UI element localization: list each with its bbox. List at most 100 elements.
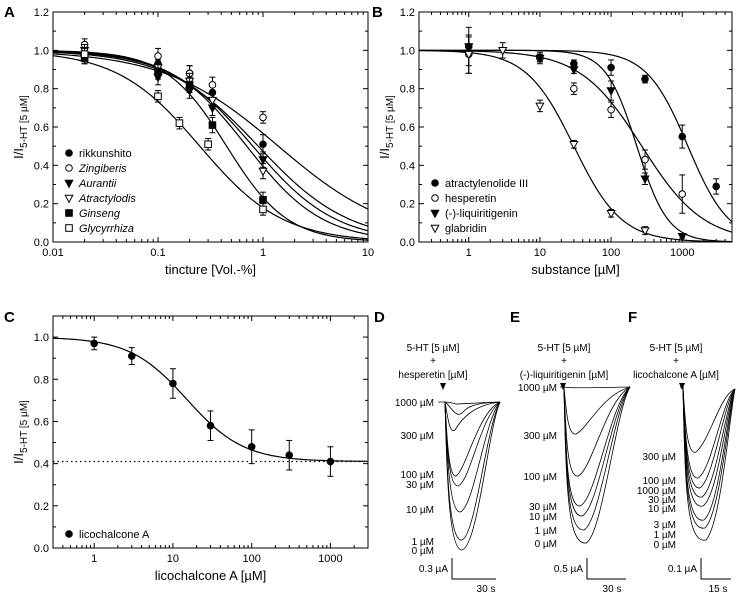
- scale-current-e: 0.5 µA: [554, 564, 583, 575]
- chart-a-x-tick-label: 10: [362, 247, 374, 259]
- chart-b-series-liquiritigenin-point: [677, 232, 687, 242]
- trace-f-label: 3 µM: [654, 520, 676, 531]
- chart-c-legend-label: licochalcone A: [79, 529, 150, 541]
- chart-c-x-tick-label: 1: [91, 553, 97, 565]
- trace-e-100: [563, 386, 631, 477]
- chart-a-series-atractylodis-point: [258, 167, 268, 177]
- application-arrow-d: [440, 383, 446, 390]
- chart-b-series-atractylenolide-iii-point: [641, 75, 649, 83]
- chart-c-y-tick-label: 1.0: [34, 332, 49, 344]
- scale-current-d: 0.3 µA: [419, 564, 448, 575]
- chart-b-x-tick-label: 10: [534, 247, 546, 259]
- chart-b-legend-marker: [430, 209, 440, 219]
- chart-c-y-axis-label: I/I5-HT [5 µM]: [11, 400, 30, 464]
- chart-a-series-ginseng-point: [185, 81, 194, 89]
- chart-a-series-zingiberis-fit-curve: [53, 53, 368, 210]
- chart-c-series-licochalcone-a-point: [206, 421, 215, 430]
- chart-c-y-tick-label: 0.6: [34, 416, 49, 428]
- chart-a-series-glycyrrhiza-point: [154, 92, 162, 101]
- trace-e-label: 30 µM: [529, 502, 557, 513]
- scale-time-e: 30 s: [603, 584, 622, 595]
- chart-b-legend-marker: [430, 224, 440, 234]
- chart-c-y-tick-label: 0.4: [34, 459, 49, 471]
- trace-d-300: [444, 401, 501, 432]
- trace-e-label: 1 µM: [535, 526, 557, 537]
- chart-a-legend-label: Zingiberis: [78, 163, 127, 175]
- trace-e-title-2: (-)-liquiritigenin [µM]: [520, 370, 609, 381]
- chart-a-y-tick-label: 1.2: [34, 7, 49, 19]
- panel-letter-b: B: [372, 4, 383, 21]
- chart-b-x-axis-label: substance [µM]: [531, 262, 619, 277]
- chart-a-series-atractylodis-point: [207, 96, 218, 106]
- trace-f-label: 30 µM: [648, 495, 676, 506]
- application-arrow-e: [560, 383, 566, 390]
- chart-c-series-licochalcone-a-point: [127, 352, 136, 360]
- chart-c-x-tick-label: 100: [242, 553, 260, 565]
- chart-b-series-glabridin-point: [464, 50, 474, 60]
- trace-f-label: 1 µM: [654, 530, 676, 541]
- chart-a-series-glycyrrhiza-point: [204, 140, 212, 149]
- chart-b-series-hesperetin-point: [570, 84, 578, 93]
- current-traces-d: [438, 401, 501, 551]
- chart-a-y-tick-label: 1.0: [34, 45, 49, 57]
- chart-b-y-tick-label: 0.2: [400, 199, 415, 211]
- chart-c-y-tick-label: 0.8: [34, 374, 49, 386]
- panel-letter-c: C: [4, 309, 15, 326]
- chart-c-legend-marker: [65, 530, 73, 538]
- trace-d-label: 30 µM: [406, 480, 434, 491]
- trace-d-title-1: 5-HT [5 µM]: [407, 343, 460, 354]
- trace-d-1000b: [444, 401, 501, 415]
- trace-d-label: 1000 µM: [395, 398, 434, 409]
- scale-bar-f: [700, 558, 731, 580]
- chart-a-series-aurantii-point: [258, 156, 268, 165]
- trace-e-300: [563, 386, 631, 435]
- trace-d-label: 0 µM: [412, 546, 434, 557]
- scale-bar-d: [451, 558, 496, 580]
- chart-c-x-tick-label: 1000: [318, 553, 342, 565]
- chart-a-legend-marker: [65, 224, 73, 232]
- chart-a-x-tick-label: 0.01: [42, 247, 63, 259]
- chart-b-series-liquiritigenin-point: [569, 66, 579, 75]
- trace-d-label: 1 µM: [412, 537, 434, 548]
- chart-b-series-glabridin-point: [640, 227, 650, 236]
- chart-a-series-atractylodis-fit-curve: [53, 50, 368, 236]
- trace-f-label: 10 µM: [648, 504, 676, 515]
- chart-a-y-tick-label: 0.6: [34, 122, 49, 134]
- scale-bar-e: [586, 558, 626, 580]
- trace-f-label: 100 µM: [642, 476, 676, 487]
- trace-f-label: 1000 µM: [637, 486, 676, 497]
- chart-a-legend-label: Atractylodis: [78, 193, 136, 205]
- chart-a-series-glycyrrhiza-point: [259, 205, 267, 214]
- chart-c: 1 10 100 1000 0.0 0.2 0.4 0.6 0.8 1.0 licochalcone…: [11, 315, 369, 583]
- chart-a-legend-label: Aurantii: [78, 178, 117, 190]
- trace-d-label: 100 µM: [400, 470, 434, 481]
- trace-e-label: 0 µM: [535, 539, 557, 550]
- trace-d-title-2: hesperetin [µM]: [398, 370, 467, 381]
- traces-f: F 5-HT [5 µM] + licochalcone A [µM] 300 …: [628, 309, 736, 595]
- trace-e-label: 100 µM: [523, 472, 557, 483]
- chart-a-legend-marker: [65, 209, 73, 217]
- trace-d-10: [444, 401, 501, 513]
- panel-letter-d: D: [374, 309, 385, 326]
- trace-d-plus: +: [430, 356, 436, 367]
- chart-b-y-tick-label: 1.0: [400, 45, 415, 57]
- chart-c-series-licochalcone-a-point: [326, 457, 335, 466]
- chart-a-y-axis-label: I/I5-HT [5 µM]: [11, 95, 30, 159]
- chart-b-legend-label: (-)-liquiritigenin: [445, 208, 518, 220]
- trace-f-label: 300 µM: [642, 452, 676, 463]
- chart-a: 0.01 0.1 1 10 0.0 0.2 0.4 0.6 0.8 1.0 1.2 tincture …: [11, 7, 374, 277]
- trace-f-100: [682, 386, 736, 479]
- chart-c-y-tick-label: 0.2: [34, 501, 49, 513]
- chart-a-series-glycyrrhiza-point: [175, 119, 184, 127]
- chart-b-y-tick-label: 0.0: [400, 237, 415, 249]
- trace-d-label: 300 µM: [400, 431, 434, 442]
- chart-b-x-tick-label: 100: [602, 247, 620, 259]
- trace-e-label: 1000 µM: [518, 383, 557, 394]
- chart-b-series-hesperetin-point: [607, 105, 615, 114]
- chart-b-series-glabridin-point: [535, 102, 545, 112]
- chart-a-series-zingiberis-point: [208, 81, 217, 89]
- chart-b-series-liquiritigenin-point: [606, 87, 616, 96]
- trace-f-label: 0 µM: [654, 540, 676, 551]
- chart-a-series-glycyrrhiza-point: [80, 50, 89, 58]
